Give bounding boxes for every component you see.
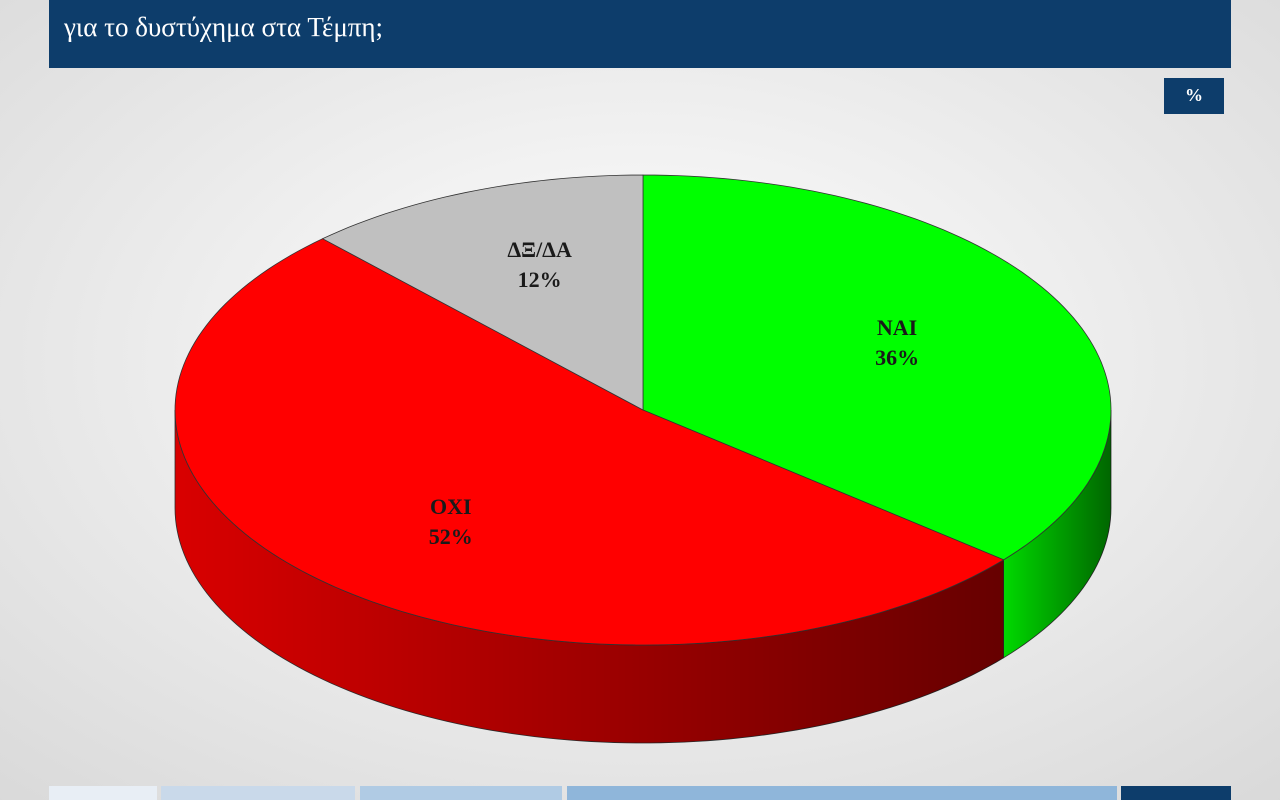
slice-value-label: 36% [875, 345, 919, 370]
slice-side-shade [175, 410, 1004, 743]
footer-block [49, 786, 157, 800]
slice [321, 174, 644, 411]
unit-box [1164, 78, 1224, 114]
slice [174, 238, 1005, 646]
slice-value-label: 12% [518, 267, 562, 292]
slice-category: ΝΑΙ [877, 315, 917, 340]
footer-block [1121, 786, 1231, 800]
chart-title: για το δυστύχημα στα Τέμπη; [63, 12, 383, 42]
footer-block [360, 786, 562, 800]
unit-label: % [1185, 85, 1203, 105]
slice-value-label: 52% [429, 524, 473, 549]
slice-side-shade [1003, 410, 1111, 658]
slice-category: ΟΧΙ [430, 494, 472, 519]
footer-block [161, 786, 355, 800]
footer-block [567, 786, 1117, 800]
footer [49, 786, 1231, 800]
title-bar [49, 0, 1231, 68]
slice-category: ΔΞ/ΔΑ [507, 237, 572, 262]
slice [642, 174, 1112, 561]
pie: ΝΑΙ 36% ΟΧΙ 52% ΔΞ/ΔΑ 12% [174, 174, 1112, 744]
